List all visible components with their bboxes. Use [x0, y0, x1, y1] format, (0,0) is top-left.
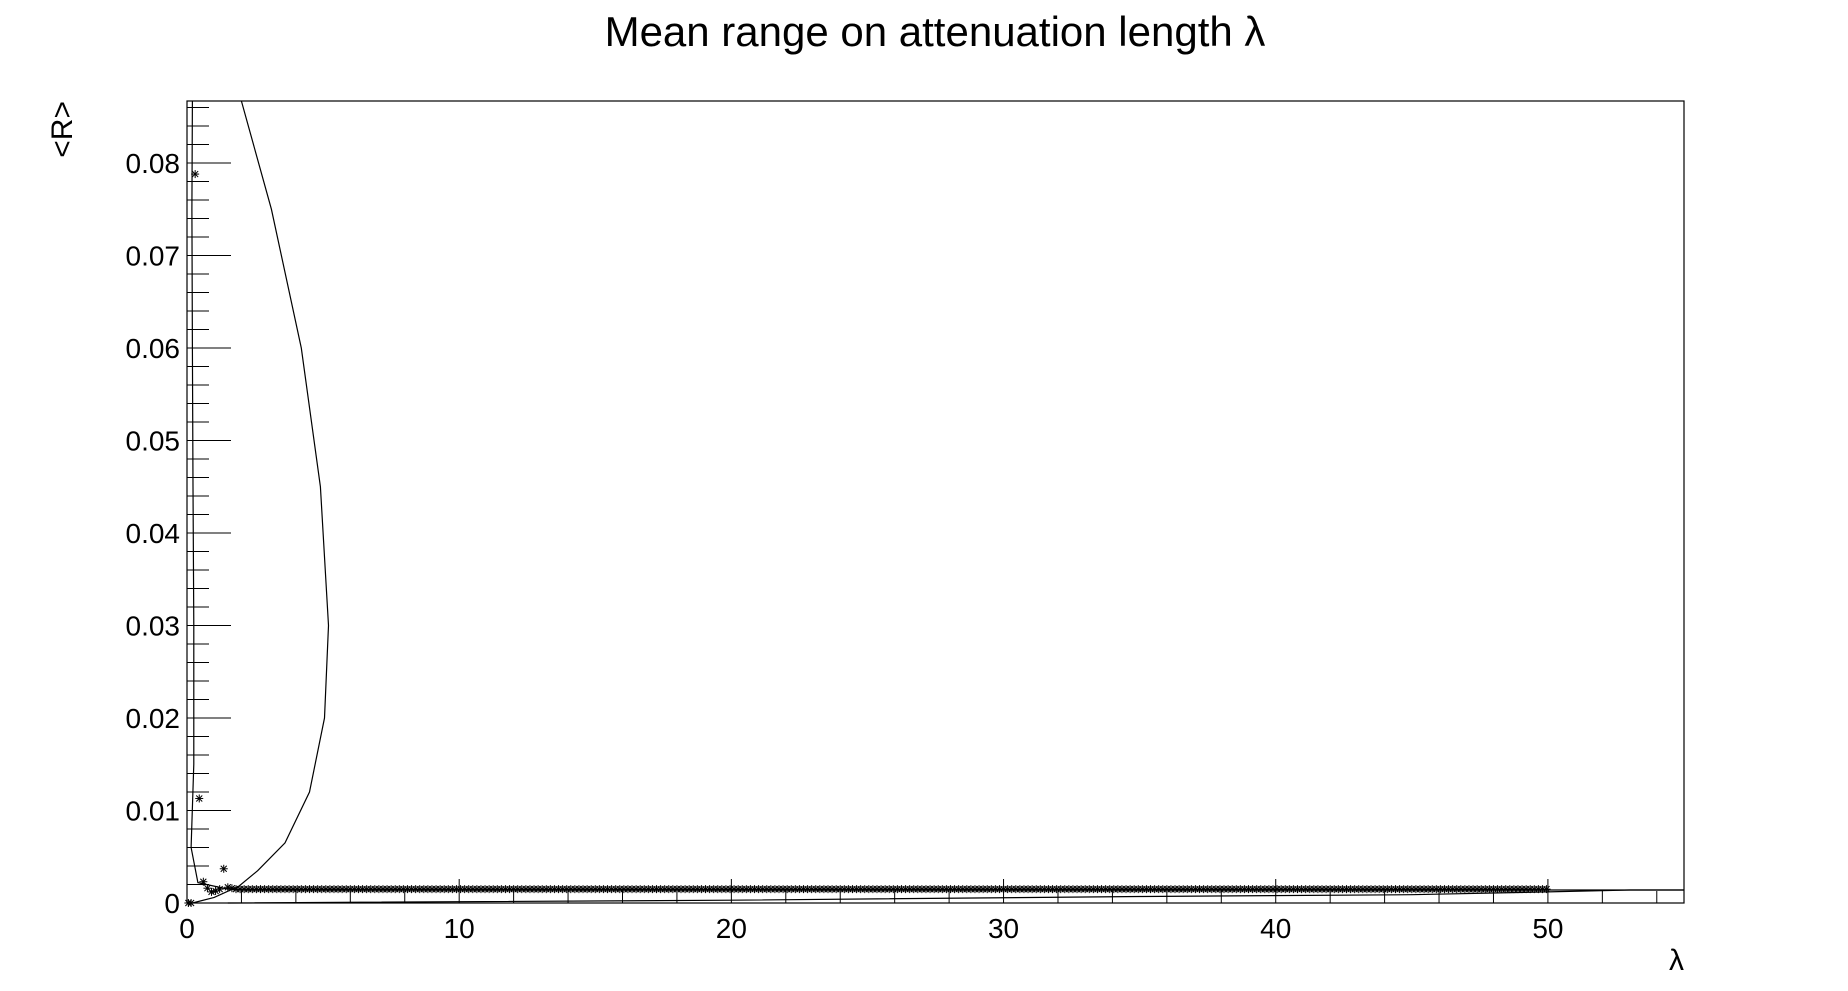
y-tick-label: 0.01 — [126, 795, 181, 826]
plot-frame — [186, 100, 1685, 904]
y-tick-label: 0.05 — [126, 425, 181, 456]
series-line — [192, 100, 330, 904]
x-tick-label: 10 — [444, 913, 475, 944]
data-point — [219, 864, 228, 873]
data-point — [1281, 885, 1290, 894]
y-axis-label: <R> — [46, 101, 79, 158]
x-tick-label: 30 — [988, 913, 1019, 944]
x-axis-label: λ — [1669, 944, 1684, 977]
y-tick-label: 0.08 — [126, 148, 181, 179]
y-tick-label: 0 — [164, 888, 180, 919]
x-tick-label: 40 — [1260, 913, 1291, 944]
y-tick-label: 0.06 — [126, 333, 181, 364]
data-point — [1285, 885, 1294, 894]
x-axis: 0 10 20 30 40 50 — [179, 879, 1658, 944]
y-axis: 0 0.01 0.02 0.03 0.04 0.05 0.06 0.07 0.08 — [126, 106, 231, 919]
data-point — [227, 884, 236, 893]
x-tick-label: 20 — [716, 913, 747, 944]
y-tick-label: 0.07 — [126, 240, 181, 271]
y-tick-label: 0.02 — [126, 703, 181, 734]
series-line — [227, 889, 1684, 904]
y-tick-label: 0.04 — [126, 518, 181, 549]
series-line — [190, 100, 1684, 891]
y-tick-label: 0.03 — [126, 610, 181, 641]
x-tick-label: 0 — [179, 913, 195, 944]
data-point — [195, 794, 204, 803]
chart-title: Mean range on attenuation length λ — [605, 8, 1266, 55]
x-tick-label: 50 — [1532, 913, 1563, 944]
plot-area — [184, 100, 1684, 907]
